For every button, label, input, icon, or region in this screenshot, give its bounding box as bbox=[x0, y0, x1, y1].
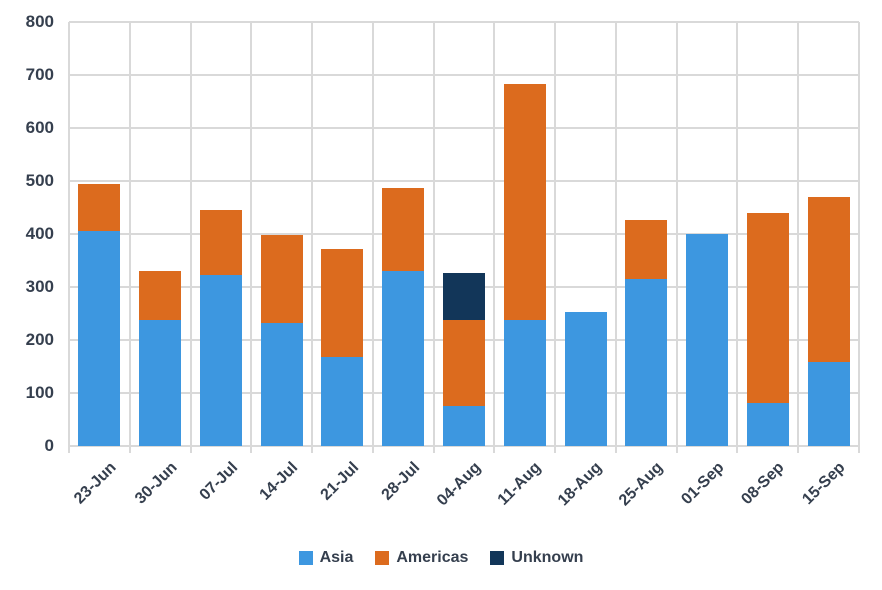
bar-segment-asia[interactable] bbox=[260, 322, 303, 446]
gridline-horizontal bbox=[69, 233, 859, 235]
bar-stack-25-aug bbox=[625, 220, 668, 446]
bar-segment-asia[interactable] bbox=[503, 319, 546, 446]
legend-swatch-icon bbox=[298, 551, 313, 565]
bar-segment-americas[interactable] bbox=[807, 197, 850, 362]
x-axis-tick-label: 30-Jun bbox=[131, 459, 181, 508]
gridline-vertical bbox=[554, 22, 557, 453]
gridline-vertical bbox=[858, 22, 860, 453]
bar-segment-asia[interactable] bbox=[139, 319, 182, 446]
plot-area bbox=[68, 21, 860, 453]
bar-segment-americas[interactable] bbox=[443, 319, 485, 406]
gridline-vertical bbox=[614, 22, 617, 453]
legend-item-americas[interactable]: Americas bbox=[375, 549, 468, 567]
gridline-vertical bbox=[250, 22, 253, 453]
y-axis-tick-label: 500 bbox=[25, 171, 54, 190]
legend-label: Asia bbox=[319, 549, 354, 566]
bar-stack-14-jul bbox=[260, 234, 303, 446]
x-axis-tick-label: 15-Sep bbox=[799, 459, 849, 509]
x-axis-tick-label: 08-Sep bbox=[738, 459, 788, 509]
legend-label: Americas bbox=[396, 549, 469, 566]
gridline-vertical bbox=[736, 22, 739, 453]
legend-label: Unknown bbox=[511, 549, 584, 566]
bar-segment-unknown[interactable] bbox=[443, 272, 485, 320]
bar-segment-asia[interactable] bbox=[564, 312, 607, 446]
x-axis-tick-label: 04-Aug bbox=[433, 459, 485, 510]
bar-segment-americas[interactable] bbox=[382, 188, 425, 272]
bar-segment-asia[interactable] bbox=[199, 274, 242, 446]
gridline-horizontal bbox=[69, 21, 859, 23]
x-axis-tick-label: 11-Aug bbox=[495, 459, 545, 509]
legend-swatch-icon bbox=[375, 551, 390, 565]
bar-stack-28-jul bbox=[382, 188, 425, 446]
bar-segment-americas[interactable] bbox=[139, 271, 182, 320]
gridline-vertical bbox=[675, 22, 678, 453]
gridline-vertical bbox=[371, 22, 374, 453]
x-axis-tick-label: 18-Aug bbox=[555, 459, 606, 510]
y-axis-tick-label: 300 bbox=[25, 277, 54, 296]
gridline-vertical bbox=[68, 22, 70, 453]
legend-item-asia[interactable]: Asia bbox=[298, 549, 354, 567]
bar-segment-americas[interactable] bbox=[746, 212, 789, 404]
gridline-horizontal bbox=[69, 127, 859, 129]
bar-segment-asia[interactable] bbox=[443, 405, 485, 446]
legend-swatch-icon bbox=[490, 551, 505, 565]
y-axis-tick-label: 800 bbox=[25, 12, 54, 31]
gridline-vertical bbox=[797, 22, 800, 453]
gridline-vertical bbox=[432, 22, 435, 453]
x-axis-tick-label: 23-Jun bbox=[70, 459, 120, 508]
bar-segment-asia[interactable] bbox=[78, 231, 121, 446]
bar-segment-americas[interactable] bbox=[78, 183, 121, 232]
bar-stack-15-sep bbox=[807, 197, 850, 446]
bar-segment-asia[interactable] bbox=[807, 361, 850, 446]
y-axis-tick-label: 0 bbox=[44, 436, 54, 455]
y-axis-tick-label: 100 bbox=[25, 383, 54, 402]
gridline-horizontal bbox=[69, 445, 859, 447]
y-axis-tick-label: 400 bbox=[25, 224, 54, 243]
y-axis-tick-label: 700 bbox=[25, 65, 54, 84]
gridline-horizontal bbox=[69, 180, 859, 182]
bar-segment-asia[interactable] bbox=[625, 279, 668, 446]
bar-stack-21-jul bbox=[321, 248, 364, 446]
gridline-vertical bbox=[128, 22, 131, 453]
bar-stack-04-aug bbox=[443, 272, 485, 446]
bar-segment-americas[interactable] bbox=[199, 209, 242, 275]
x-axis-tick-label: 28-Jul bbox=[378, 459, 424, 504]
legend: Asia Americas Unknown bbox=[0, 549, 882, 567]
bar-segment-americas[interactable] bbox=[321, 248, 364, 357]
bar-stack-30-jun bbox=[139, 271, 182, 446]
gridline-vertical bbox=[311, 22, 314, 453]
gridline-vertical bbox=[189, 22, 192, 453]
x-axis-tick-label: 25-Aug bbox=[615, 459, 667, 510]
bar-stack-18-aug bbox=[564, 312, 607, 446]
bar-segment-asia[interactable] bbox=[746, 403, 789, 446]
bar-segment-asia[interactable] bbox=[321, 356, 364, 446]
bar-segment-americas[interactable] bbox=[260, 234, 303, 323]
bar-stack-08-sep bbox=[746, 212, 789, 446]
x-axis-tick-label: 07-Jul bbox=[196, 459, 241, 504]
gridline-horizontal bbox=[69, 74, 859, 76]
bar-segment-americas[interactable] bbox=[503, 84, 546, 320]
bar-segment-asia[interactable] bbox=[382, 271, 425, 446]
y-axis-tick-label: 200 bbox=[25, 330, 54, 349]
gridline-vertical bbox=[493, 22, 496, 453]
x-axis-tick-label: 21-Jul bbox=[317, 459, 363, 504]
bar-segment-americas[interactable] bbox=[625, 220, 668, 280]
legend-item-unknown[interactable]: Unknown bbox=[490, 549, 583, 567]
bar-stack-01-sep bbox=[686, 234, 729, 446]
bar-stack-11-aug bbox=[503, 84, 546, 446]
bar-stack-23-jun bbox=[78, 183, 121, 446]
x-axis-tick-label: 14-Jul bbox=[256, 459, 302, 504]
x-axis-tick-label: 01-Sep bbox=[677, 459, 728, 509]
bar-stack-07-jul bbox=[199, 209, 242, 446]
y-axis-tick-label: 600 bbox=[25, 118, 54, 137]
bar-segment-asia[interactable] bbox=[686, 234, 729, 446]
